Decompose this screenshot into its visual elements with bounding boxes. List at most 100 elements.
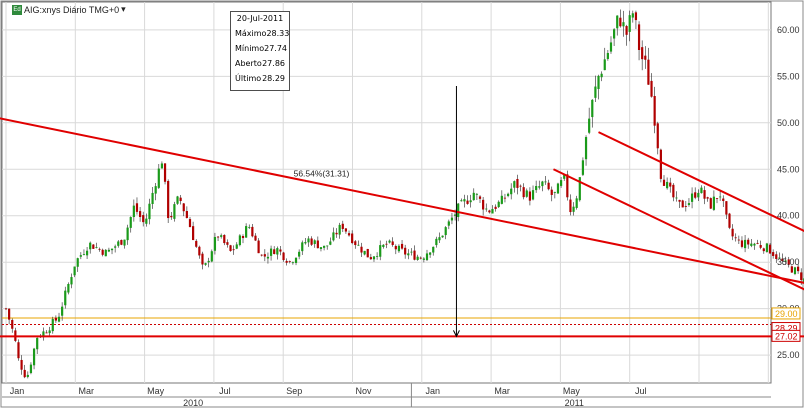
candle-body xyxy=(719,196,722,198)
candle-body xyxy=(107,249,111,252)
candle-body xyxy=(32,348,36,366)
y-tick-label: 40.00 xyxy=(777,211,800,221)
candle-body xyxy=(123,239,126,246)
candle-body xyxy=(160,163,164,169)
candle-body xyxy=(553,191,556,193)
candle-body xyxy=(631,13,634,18)
candle-body xyxy=(400,243,404,249)
plot-border xyxy=(1,1,772,384)
candle-body xyxy=(120,239,123,245)
candle-body xyxy=(73,266,76,276)
candle-body xyxy=(173,204,176,219)
candle-body xyxy=(260,254,263,256)
candle-body xyxy=(469,200,472,203)
candle-body xyxy=(703,190,706,199)
candle-body xyxy=(597,75,600,90)
candle-body xyxy=(653,96,656,126)
candle-body xyxy=(132,205,135,218)
candle-body xyxy=(285,260,288,263)
candle-body xyxy=(591,99,594,118)
candle-body xyxy=(675,197,678,199)
candle-body xyxy=(463,199,466,202)
candle-body xyxy=(11,319,14,329)
candle-body xyxy=(800,272,803,281)
x-tick-label: Jul xyxy=(635,386,647,396)
candle-body xyxy=(709,198,712,209)
candle-body xyxy=(559,180,563,186)
price-label-box xyxy=(771,307,801,320)
candle-body xyxy=(475,193,478,195)
candle-body xyxy=(606,52,609,59)
candle-body xyxy=(67,284,70,293)
candle-body xyxy=(238,235,241,246)
candle-body xyxy=(556,183,560,194)
candle-body xyxy=(488,210,491,213)
candle-body xyxy=(26,374,29,377)
candle-body xyxy=(176,196,179,204)
candle-body xyxy=(263,254,266,257)
candle-body xyxy=(129,217,132,228)
candle-body xyxy=(36,337,39,350)
candle-body xyxy=(478,196,482,199)
candle-body xyxy=(672,184,675,198)
candle-body xyxy=(179,197,182,202)
candle-body xyxy=(647,59,650,85)
candle-body xyxy=(528,191,532,201)
candle-body xyxy=(332,232,335,241)
candle-body xyxy=(294,257,298,263)
price-label: 28.29 xyxy=(775,324,798,334)
candle-body xyxy=(419,257,422,259)
candle-body xyxy=(385,243,388,245)
candle-body xyxy=(450,217,454,221)
candle-body xyxy=(535,186,538,191)
candle-body xyxy=(609,42,613,52)
x-tick-label: Mar xyxy=(494,386,510,396)
candle-body xyxy=(519,185,522,187)
candle-body xyxy=(363,250,366,255)
candle-body xyxy=(697,192,700,198)
candle-body xyxy=(432,246,435,253)
candle-body xyxy=(298,251,301,257)
candle-body xyxy=(154,186,157,194)
candle-body xyxy=(690,193,694,202)
candle-body xyxy=(728,213,731,228)
chevron-down-icon[interactable]: ▾ xyxy=(121,4,126,14)
candle-body xyxy=(538,186,541,188)
tooltip-value: 28.29 xyxy=(262,74,285,83)
candle-body xyxy=(269,248,273,256)
candle-body xyxy=(796,266,800,272)
candle-body xyxy=(793,267,797,275)
candle-body xyxy=(185,211,188,218)
tooltip-date: 20-Jul-2011 xyxy=(236,14,284,23)
candle-body xyxy=(429,252,432,255)
candle-body xyxy=(351,233,354,244)
candle-body xyxy=(416,256,419,260)
candle-body xyxy=(388,240,391,243)
tooltip-row-high: Máximo 28.33 xyxy=(235,26,289,41)
candle-body xyxy=(491,209,494,214)
candle-body xyxy=(775,254,778,259)
candle-body xyxy=(232,249,235,251)
candle-body xyxy=(422,258,425,260)
candle-body xyxy=(687,203,691,205)
candle-body xyxy=(750,243,753,246)
candle-body xyxy=(167,180,170,219)
candle-body xyxy=(453,214,457,216)
candle-body xyxy=(659,149,662,179)
trend-lines xyxy=(0,117,804,338)
candle-body xyxy=(768,244,772,254)
candle-body xyxy=(273,249,276,255)
candle-body xyxy=(279,249,282,252)
candle-body xyxy=(213,236,217,251)
candle-body xyxy=(516,178,519,188)
x-axis: Jan Mar May Jul Sep Nov Jan Mar May Jul 2010 2011 xyxy=(2,383,771,408)
candle-body xyxy=(541,181,544,187)
candle-body xyxy=(722,198,725,202)
chart-title[interactable]: AIG:xnys Diário TMG+0 xyxy=(24,4,120,15)
candle-body xyxy=(151,192,154,205)
candle-body xyxy=(245,226,248,238)
candle-body xyxy=(737,239,740,241)
tooltip-row-low: Mínimo 27.74 xyxy=(235,41,287,56)
cursor-arrow-icon xyxy=(453,330,460,338)
